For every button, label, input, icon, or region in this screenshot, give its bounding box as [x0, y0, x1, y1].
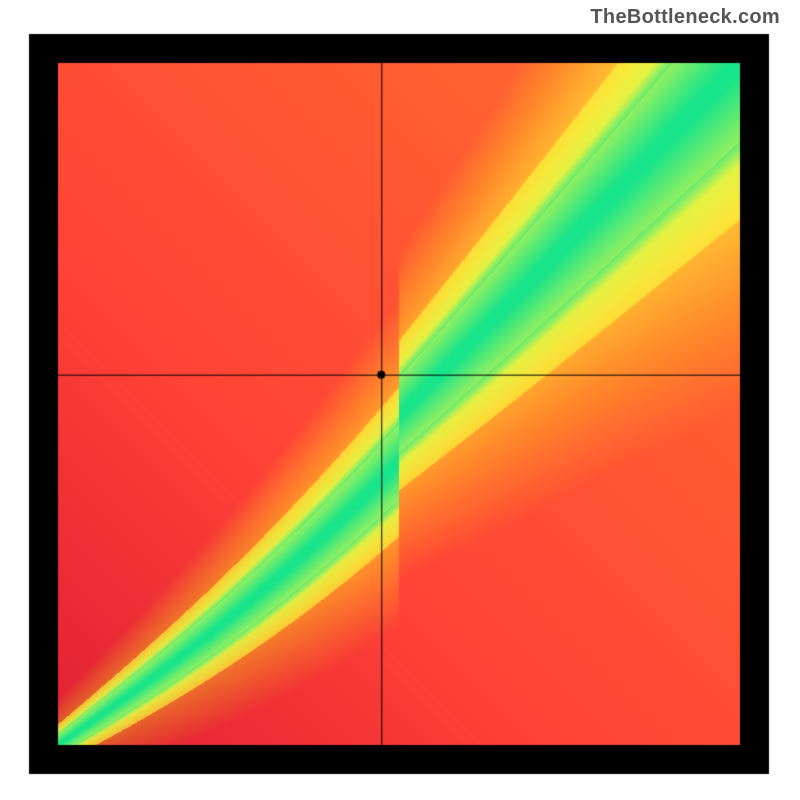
- watermark-text: TheBottleneck.com: [590, 6, 780, 29]
- chart-container: TheBottleneck.com: [0, 0, 800, 800]
- heatmap-canvas: [0, 0, 800, 800]
